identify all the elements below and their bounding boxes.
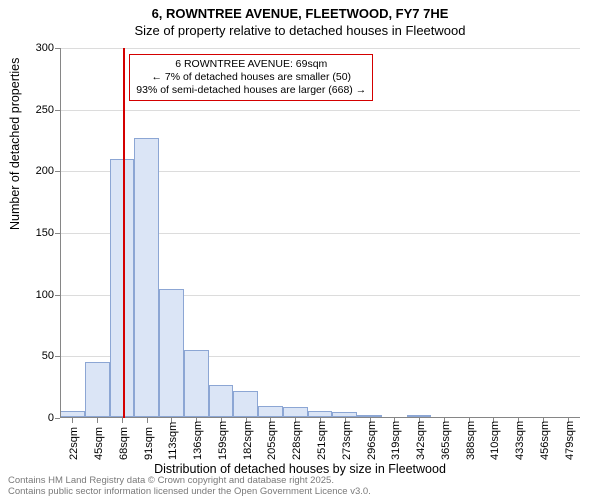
grid-line xyxy=(60,110,580,111)
xtick-label: 433sqm xyxy=(514,421,526,460)
xtick-label: 296sqm xyxy=(366,421,378,460)
plot-area xyxy=(60,48,580,418)
histogram-bar xyxy=(209,385,234,417)
x-axis-title: Distribution of detached houses by size … xyxy=(0,462,600,476)
histogram-bar xyxy=(134,138,159,417)
title-sub: Size of property relative to detached ho… xyxy=(0,23,600,38)
histogram-bar xyxy=(258,406,283,417)
xtick-label: 68sqm xyxy=(118,427,130,460)
annotation-line: ← 7% of detached houses are smaller (50) xyxy=(136,71,366,84)
title-main: 6, ROWNTREE AVENUE, FLEETWOOD, FY7 7HE xyxy=(0,6,600,21)
xtick-mark xyxy=(122,418,123,423)
xtick-label: 342sqm xyxy=(415,421,427,460)
ytick-label: 200 xyxy=(14,165,54,177)
annotation-line: 93% of semi-detached houses are larger (… xyxy=(136,84,366,97)
xtick-label: 410sqm xyxy=(489,421,501,460)
xtick-label: 273sqm xyxy=(341,421,353,460)
xtick-label: 113sqm xyxy=(167,422,179,460)
x-axis-line xyxy=(60,417,580,418)
xtick-mark xyxy=(72,418,73,423)
xtick-label: 479sqm xyxy=(564,421,576,460)
xtick-label: 228sqm xyxy=(291,421,303,460)
xtick-mark xyxy=(97,418,98,423)
xtick-label: 456sqm xyxy=(539,421,551,460)
xtick-label: 22sqm xyxy=(68,427,80,460)
footer-line-2: Contains public sector information licen… xyxy=(8,487,371,498)
xtick-label: 182sqm xyxy=(242,421,254,460)
xtick-mark xyxy=(147,418,148,423)
ytick-label: 100 xyxy=(14,289,54,301)
chart-container: 6, ROWNTREE AVENUE, FLEETWOOD, FY7 7HE S… xyxy=(0,0,600,500)
ytick-mark xyxy=(55,418,60,419)
ytick-label: 0 xyxy=(14,412,54,424)
histogram-bar xyxy=(233,391,258,417)
xtick-label: 136sqm xyxy=(192,421,204,460)
xtick-label: 365sqm xyxy=(440,421,452,460)
footer-attribution: Contains HM Land Registry data © Crown c… xyxy=(8,476,371,498)
property-marker-line xyxy=(123,48,125,418)
histogram-bar xyxy=(110,159,135,417)
title-block: 6, ROWNTREE AVENUE, FLEETWOOD, FY7 7HE S… xyxy=(0,6,600,38)
annotation-line: 6 ROWNTREE AVENUE: 69sqm xyxy=(136,58,366,71)
ytick-label: 150 xyxy=(14,227,54,239)
xtick-label: 388sqm xyxy=(465,421,477,460)
xtick-label: 159sqm xyxy=(217,421,229,460)
ytick-label: 300 xyxy=(14,42,54,54)
histogram-bar xyxy=(159,289,184,417)
histogram-bar xyxy=(283,407,308,417)
xtick-label: 251sqm xyxy=(316,421,328,460)
xtick-label: 319sqm xyxy=(390,421,402,460)
grid-line xyxy=(60,48,580,49)
xtick-label: 45sqm xyxy=(93,427,105,460)
annotation-box: 6 ROWNTREE AVENUE: 69sqm← 7% of detached… xyxy=(129,54,373,101)
y-axis-line xyxy=(60,48,61,418)
y-axis-title: Number of detached properties xyxy=(8,58,22,230)
ytick-label: 250 xyxy=(14,104,54,116)
xtick-label: 91sqm xyxy=(143,427,155,460)
histogram-bar xyxy=(85,362,110,418)
ytick-label: 50 xyxy=(14,350,54,362)
histogram-bar xyxy=(184,350,209,417)
xtick-label: 205sqm xyxy=(266,421,278,460)
